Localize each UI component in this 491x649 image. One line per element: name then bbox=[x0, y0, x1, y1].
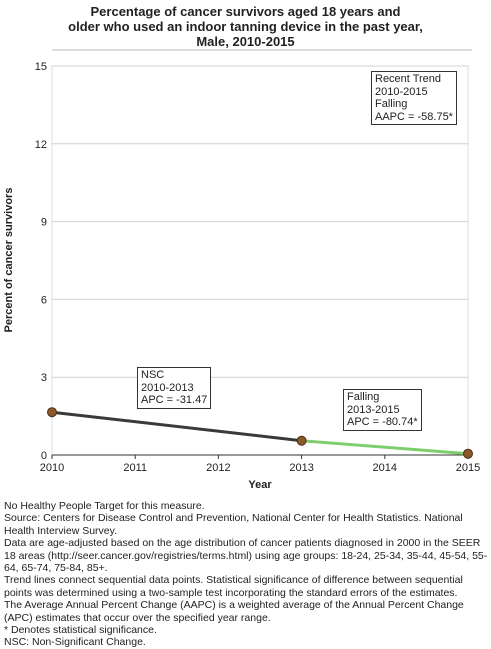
y-axis-ticks: 0 3 6 9 12 15 bbox=[35, 61, 47, 462]
y-tick-label: 9 bbox=[41, 217, 47, 229]
annotation-line: 2010-2013 bbox=[141, 381, 194, 394]
x-tick-label: 2010 bbox=[40, 462, 64, 474]
footnote: No Healthy People Target for this measur… bbox=[4, 500, 205, 512]
data-point[interactable] bbox=[296, 435, 307, 446]
data-point[interactable] bbox=[47, 407, 57, 418]
footnote: NSC: Non-Significant Change. bbox=[4, 636, 146, 649]
x-tick-label: 2012 bbox=[206, 462, 230, 474]
footnote: * Denotes statistical significance. bbox=[4, 624, 157, 637]
annotation-line: APC = -80.74* bbox=[347, 416, 418, 428]
annotation-line: Falling bbox=[347, 391, 380, 403]
x-tick-label: 2013 bbox=[289, 462, 313, 474]
annotation-line: Falling bbox=[375, 98, 408, 110]
segment-1-annotation: NSC 2010-2013 APC = -31.47 bbox=[137, 367, 212, 409]
footnote: The Average Annual Percent Change (AAPC)… bbox=[4, 599, 464, 624]
annotation-line: Recent Trend bbox=[375, 73, 442, 85]
y-tick-label: 15 bbox=[35, 61, 47, 73]
annotation-line: 2013-2015 bbox=[347, 403, 400, 416]
y-tick-label: 3 bbox=[41, 372, 47, 384]
chart-title: Percentage of cancer survivors aged 18 y… bbox=[0, 4, 491, 49]
trend-segment bbox=[300, 439, 470, 456]
y-axis-label: Percent of cancer survivors bbox=[3, 188, 15, 333]
annotation-line: AAPC = -58.75* bbox=[375, 110, 453, 123]
segment-2-annotation: Falling 2013-2015 APC = -80.74* bbox=[343, 389, 422, 431]
chart-title-line: Male, 2010-2015 bbox=[196, 34, 295, 49]
x-axis-label: Year bbox=[248, 479, 272, 491]
x-tick-label: 2011 bbox=[123, 462, 147, 474]
chart-title-line: older who used an indoor tanning device … bbox=[68, 19, 423, 34]
data-point[interactable] bbox=[463, 448, 473, 459]
x-tick-label: 2015 bbox=[456, 462, 480, 474]
annotation-line: NSC bbox=[141, 369, 165, 381]
recent-trend-annotation: Recent Trend 2010-2015 Falling AAPC = -5… bbox=[371, 71, 457, 125]
data-points bbox=[47, 407, 473, 459]
grid-lines bbox=[52, 65, 468, 378]
chart-title-line: Percentage of cancer survivors aged 18 y… bbox=[90, 4, 401, 19]
annotation-line: 2010-2015 bbox=[375, 85, 428, 98]
trend-segment bbox=[50, 410, 304, 443]
x-tick-label: 2014 bbox=[373, 462, 397, 474]
y-tick-label: 6 bbox=[41, 294, 47, 306]
footnote: Data are age-adjusted based on the age d… bbox=[4, 537, 488, 575]
footnote: Trend lines connect sequential data poin… bbox=[4, 574, 463, 599]
footnotes: No Healthy People Target for this measur… bbox=[4, 500, 488, 649]
footnote: Source: Centers for Disease Control and … bbox=[4, 512, 463, 537]
annotation-line: APC = -31.47 bbox=[141, 394, 208, 406]
y-tick-label: 12 bbox=[35, 139, 47, 151]
y-tick-label: 0 bbox=[41, 450, 47, 462]
trend-segments bbox=[50, 410, 470, 456]
x-axis-ticks: 2010 2011 2012 2013 2014 2015 bbox=[40, 455, 480, 474]
